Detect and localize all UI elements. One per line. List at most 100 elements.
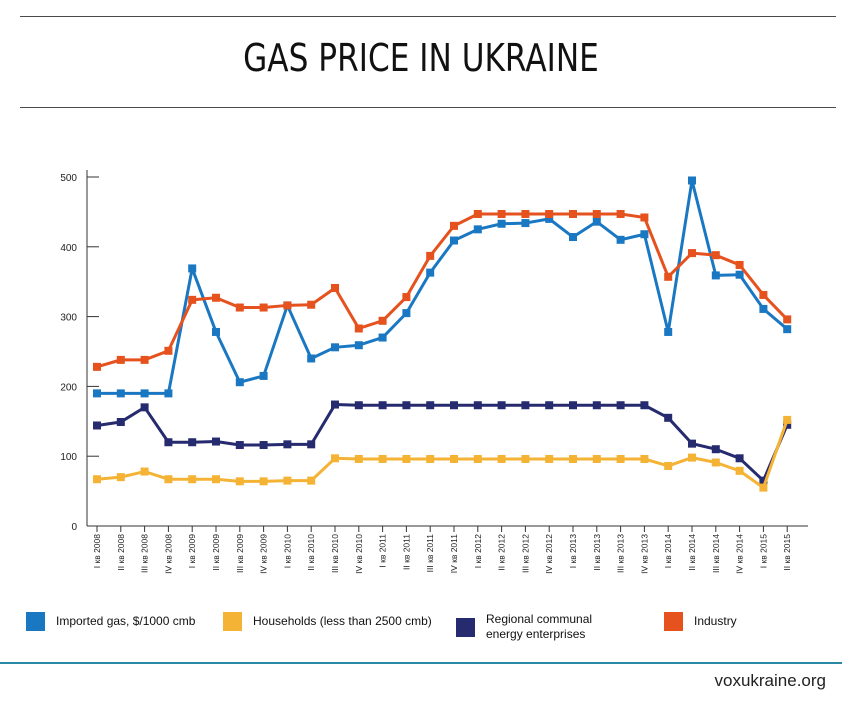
footer-rule <box>0 662 842 664</box>
legend-item-imported: Imported gas, $/1000 cmb <box>26 612 195 631</box>
data-point-2 <box>259 441 268 450</box>
data-point-0 <box>402 309 411 318</box>
data-point-0 <box>93 389 101 398</box>
gas-price-line-chart: 0 100 200 300 400 500 I кв 2008 II кв 2008 III к… <box>60 170 808 574</box>
data-point-0 <box>450 236 458 245</box>
data-point-1 <box>212 475 220 484</box>
data-point-1 <box>759 483 768 492</box>
data-point-0 <box>569 233 577 242</box>
data-point-3 <box>473 209 482 218</box>
data-point-3 <box>592 209 601 218</box>
data-point-2 <box>426 401 435 410</box>
series-line-0 <box>97 178 789 395</box>
data-point-1 <box>93 475 101 484</box>
data-point-3 <box>212 293 220 302</box>
x-tick-label: III кв 2010 <box>330 534 340 573</box>
data-point-1 <box>378 454 387 463</box>
data-point-1 <box>497 454 506 463</box>
data-point-0 <box>592 217 601 226</box>
data-point-0 <box>688 176 696 185</box>
data-point-3 <box>164 346 173 355</box>
data-point-0 <box>783 325 792 334</box>
data-point-1 <box>283 476 292 485</box>
x-tick-label: III кв 2012 <box>520 534 530 573</box>
x-tick-label: IV кв 2008 <box>163 534 173 574</box>
legend-label-industry: Industry <box>694 614 737 628</box>
data-point-3 <box>235 303 244 312</box>
x-tick-label: II кв 2013 <box>592 534 602 571</box>
data-point-1 <box>735 466 744 475</box>
data-point-2 <box>331 400 339 409</box>
data-point-2 <box>688 439 696 448</box>
data-point-3 <box>521 209 530 218</box>
data-point-2 <box>664 413 673 422</box>
data-point-1 <box>235 477 244 486</box>
data-point-1 <box>307 476 316 485</box>
x-tick-label: I кв 2015 <box>758 534 768 569</box>
data-point-2 <box>545 401 554 410</box>
legend-item-households: Households (less than 2500 cmb) <box>223 612 432 631</box>
data-point-3 <box>664 272 673 281</box>
data-point-1 <box>521 454 530 463</box>
x-tick-label: II кв 2015 <box>782 534 792 571</box>
series-line-1 <box>96 419 789 490</box>
source-label: voxukraine.org <box>714 671 826 690</box>
data-point-1 <box>592 454 601 463</box>
data-point-1 <box>545 454 554 463</box>
legend-item-industry: Industry <box>664 612 737 631</box>
data-point-2 <box>450 401 458 410</box>
x-tick-label: I кв 2013 <box>568 534 578 569</box>
x-tick-label: IV кв 2010 <box>354 534 364 574</box>
data-point-1 <box>711 458 720 467</box>
chart-legend: Imported gas, $/1000 cmb Households (les… <box>0 608 842 648</box>
x-tick-label: IV кв 2011 <box>449 534 459 574</box>
x-tick-label: I кв 2010 <box>282 534 292 569</box>
data-point-3 <box>259 303 268 312</box>
data-point-2 <box>188 438 197 447</box>
data-point-2 <box>640 401 649 410</box>
data-point-2 <box>307 440 316 449</box>
data-point-3 <box>354 324 363 333</box>
x-tick-label: II кв 2011 <box>401 534 411 570</box>
legend-label-imported: Imported gas, $/1000 cmb <box>56 614 196 628</box>
data-point-1 <box>140 467 149 476</box>
y-tick-label: 500 <box>60 173 77 184</box>
data-point-0 <box>664 327 673 336</box>
x-tick-label: IV кв 2012 <box>544 534 554 574</box>
data-point-3 <box>93 362 101 371</box>
legend-label-households: Households (less than 2500 cmb) <box>253 614 432 628</box>
data-point-3 <box>116 355 125 364</box>
data-point-2 <box>616 401 625 410</box>
data-point-1 <box>473 454 482 463</box>
data-point-2 <box>402 401 411 410</box>
data-point-1 <box>116 473 125 482</box>
data-point-0 <box>116 389 125 398</box>
series-line-2 <box>96 403 789 483</box>
data-point-2 <box>283 440 292 449</box>
data-point-2 <box>354 401 363 410</box>
data-point-2 <box>164 438 173 447</box>
data-point-2 <box>140 403 149 412</box>
data-point-0 <box>545 214 554 223</box>
data-point-0 <box>307 354 316 363</box>
data-point-2 <box>93 421 101 430</box>
x-tick-label: III кв 2011 <box>425 534 435 573</box>
data-point-1 <box>402 454 411 463</box>
legend-swatch-industry <box>664 612 683 631</box>
data-point-3 <box>735 260 744 269</box>
data-point-0 <box>711 271 720 280</box>
data-point-0 <box>235 378 244 387</box>
x-tick-label: II кв 2014 <box>687 534 697 571</box>
data-point-2 <box>711 445 720 454</box>
data-point-1 <box>664 461 673 470</box>
y-tick-label: 300 <box>60 313 77 324</box>
data-point-3 <box>402 293 411 302</box>
data-point-1 <box>616 454 625 463</box>
data-point-1 <box>354 454 363 463</box>
top-rule <box>20 16 836 17</box>
data-point-1 <box>188 475 197 484</box>
data-point-0 <box>140 389 149 398</box>
data-point-2 <box>378 401 387 410</box>
data-point-2 <box>497 401 506 410</box>
data-point-3 <box>616 209 625 218</box>
